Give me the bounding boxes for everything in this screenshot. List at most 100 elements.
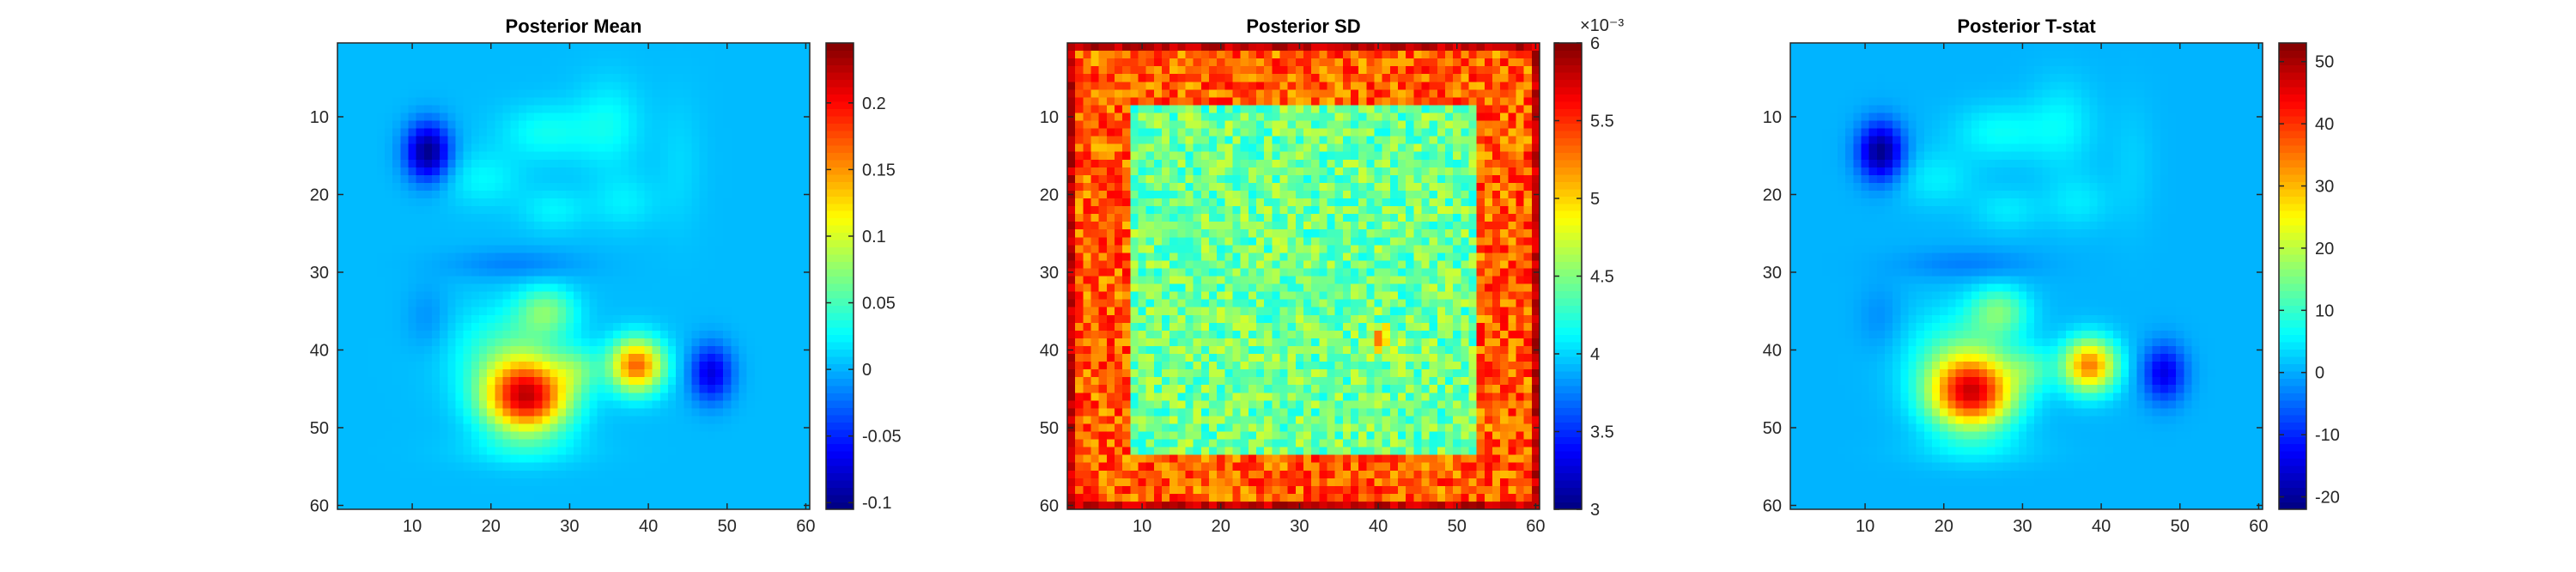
heatmap-cell: [463, 470, 472, 479]
heatmap-cell: [1232, 43, 1242, 52]
heatmap-cell: [786, 174, 795, 184]
heatmap-cell: [801, 245, 811, 253]
heatmap-cell: [1232, 151, 1242, 161]
heatmap-cell: [659, 198, 669, 207]
heatmap-cell: [589, 307, 598, 316]
heatmap-cell: [423, 82, 433, 90]
heatmap-cell: [1224, 82, 1234, 90]
heatmap-cell: [345, 362, 354, 370]
heatmap-cell: [479, 206, 488, 215]
heatmap-cell: [1193, 120, 1202, 130]
heatmap-cell: [1429, 143, 1438, 153]
heatmap-cell: [707, 51, 716, 59]
heatmap-cell: [581, 222, 590, 230]
heatmap-cell: [447, 470, 457, 479]
heatmap-cell: [526, 330, 535, 339]
heatmap-cell: [770, 66, 779, 75]
colorbar-segment: [826, 502, 854, 510]
heatmap-cell: [526, 416, 535, 425]
heatmap-cell: [1366, 198, 1376, 207]
heatmap-cell: [589, 66, 598, 75]
heatmap-cell: [487, 198, 495, 207]
heatmap-cell: [1295, 113, 1304, 122]
heatmap-cell: [1374, 74, 1383, 82]
heatmap-cell: [1170, 105, 1178, 114]
heatmap-cell: [1413, 136, 1423, 145]
heatmap-cell: [526, 74, 535, 82]
heatmap-cell: [652, 485, 661, 495]
heatmap-cell: [376, 206, 386, 215]
heatmap-cell: [754, 431, 763, 441]
heatmap-cell: [1500, 51, 1509, 59]
heatmap-cell: [707, 159, 716, 168]
heatmap-cell: [1098, 74, 1108, 82]
heatmap-cell: [1303, 167, 1312, 176]
heatmap-cell: [770, 485, 779, 495]
heatmap-cell: [731, 206, 740, 215]
heatmap-cell: [715, 307, 724, 316]
heatmap-cell: [1295, 89, 1304, 98]
heatmap-cell: [659, 128, 669, 137]
heatmap-cell: [659, 345, 669, 355]
heatmap-cell: [1523, 143, 1533, 153]
heatmap-cell: [1398, 151, 1406, 161]
heatmap-cell: [754, 330, 763, 339]
heatmap-cell: [691, 128, 701, 137]
heatmap-cell: [1145, 97, 1155, 106]
heatmap-cell: [1461, 74, 1470, 82]
heatmap-cell: [778, 423, 787, 433]
heatmap-cell: [455, 245, 465, 253]
heatmap-cell: [1389, 58, 1399, 67]
heatmap-cell: [581, 43, 590, 52]
heatmap-cell: [699, 416, 708, 425]
heatmap-cell: [621, 120, 629, 130]
heatmap-cell: [1177, 198, 1187, 207]
heatmap-cell: [652, 283, 661, 293]
heatmap-cell: [1445, 143, 1454, 153]
heatmap-cell: [423, 283, 433, 293]
heatmap-cell: [707, 392, 716, 401]
heatmap-cell: [1193, 128, 1202, 137]
heatmap-cell: [392, 423, 401, 433]
heatmap-cell: [345, 485, 354, 495]
heatmap-cell: [416, 74, 425, 82]
heatmap-cell: [416, 174, 425, 184]
heatmap-cell: [447, 198, 457, 207]
heatmap-cell: [385, 66, 393, 75]
heatmap-cell: [1523, 151, 1533, 161]
heatmap-cell: [463, 345, 472, 355]
heatmap-cell: [676, 345, 684, 355]
heatmap-cell: [1083, 74, 1092, 82]
heatmap-cell: [361, 276, 370, 285]
heatmap-cell: [479, 314, 488, 324]
heatmap-cell: [1122, 89, 1131, 98]
heatmap-cell: [1303, 182, 1312, 192]
heatmap-cell: [1382, 97, 1391, 106]
heatmap-cell: [518, 385, 527, 393]
heatmap-cell: [385, 245, 393, 253]
heatmap-cell: [801, 206, 811, 215]
heatmap-cell: [1098, 105, 1108, 114]
heatmap-cell: [1421, 182, 1431, 192]
heatmap-cell: [746, 66, 756, 75]
heatmap-cell: [416, 400, 425, 409]
heatmap-cell: [636, 291, 646, 301]
heatmap-cell: [770, 136, 779, 145]
heatmap-cell: [1516, 74, 1525, 82]
heatmap-cell: [447, 66, 457, 75]
heatmap-cell: [762, 174, 771, 184]
heatmap-cell: [754, 408, 763, 417]
heatmap-cell: [550, 43, 559, 52]
heatmap-cell: [1476, 66, 1485, 75]
heatmap-cell: [723, 105, 732, 114]
heatmap-cell: [1413, 120, 1423, 130]
heatmap-cell: [1319, 136, 1328, 145]
heatmap-cell: [1358, 51, 1367, 59]
heatmap-cell: [644, 159, 653, 168]
heatmap-cell: [440, 439, 448, 448]
heatmap-cell: [636, 354, 646, 362]
heatmap-cell: [1500, 105, 1509, 114]
heatmap-cell: [463, 229, 472, 238]
heatmap-cell: [1217, 58, 1225, 67]
heatmap-cell: [518, 291, 527, 301]
